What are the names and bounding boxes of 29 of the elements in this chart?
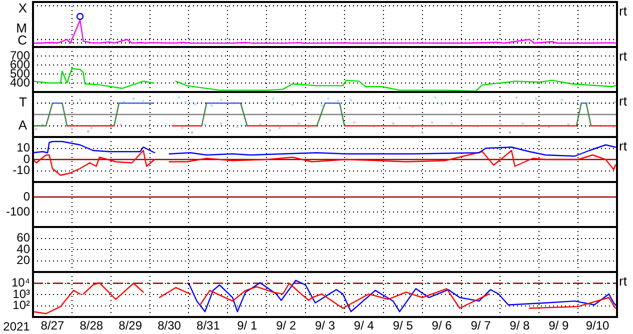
ref-line-label: X [18,0,28,16]
ref-line-label: T [19,94,28,110]
x-tick-label: 9/ 5 [392,318,414,333]
x-tick-label: 9/ 9 [548,318,569,333]
x-tick-label: 9/ 3 [314,318,336,333]
y-tick-label: -10 [12,163,30,178]
y-tick-label: 0 [23,189,30,204]
x-tick-label: 8/30 [158,318,182,333]
text: rt [619,138,628,154]
x-tick-label: 9/ 8 [510,318,530,333]
text: rt [619,48,628,64]
ref-line-label: A [18,117,28,132]
x-tick-label: 9/10 [586,318,610,333]
x-axis-title: 2021 [3,319,30,334]
x-tick-label: 9/ 4 [354,318,374,333]
x-tick-label: 8/31 [196,318,220,333]
x-tick-label: 8/27 [40,318,64,333]
x-tick-label: 9/ 2 [276,318,296,333]
text: rt [619,274,628,289]
x-tick-label: 9/ 6 [432,318,452,333]
y-tick-label: 20 [16,253,30,268]
x-tick-label: 8/28 [80,318,104,333]
text: rt [619,4,628,19]
y-tick-label: 10² [12,298,30,312]
x-tick-label: 9/ 1 [237,318,258,333]
x-tick-label: 8/29 [118,318,142,333]
y-tick-label: -100 [6,204,30,218]
text: rt [619,94,628,109]
x-tick-label: 9/ 7 [470,318,492,333]
